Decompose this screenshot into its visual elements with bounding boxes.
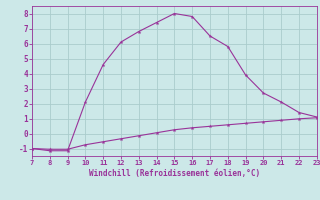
X-axis label: Windchill (Refroidissement éolien,°C): Windchill (Refroidissement éolien,°C)	[89, 169, 260, 178]
